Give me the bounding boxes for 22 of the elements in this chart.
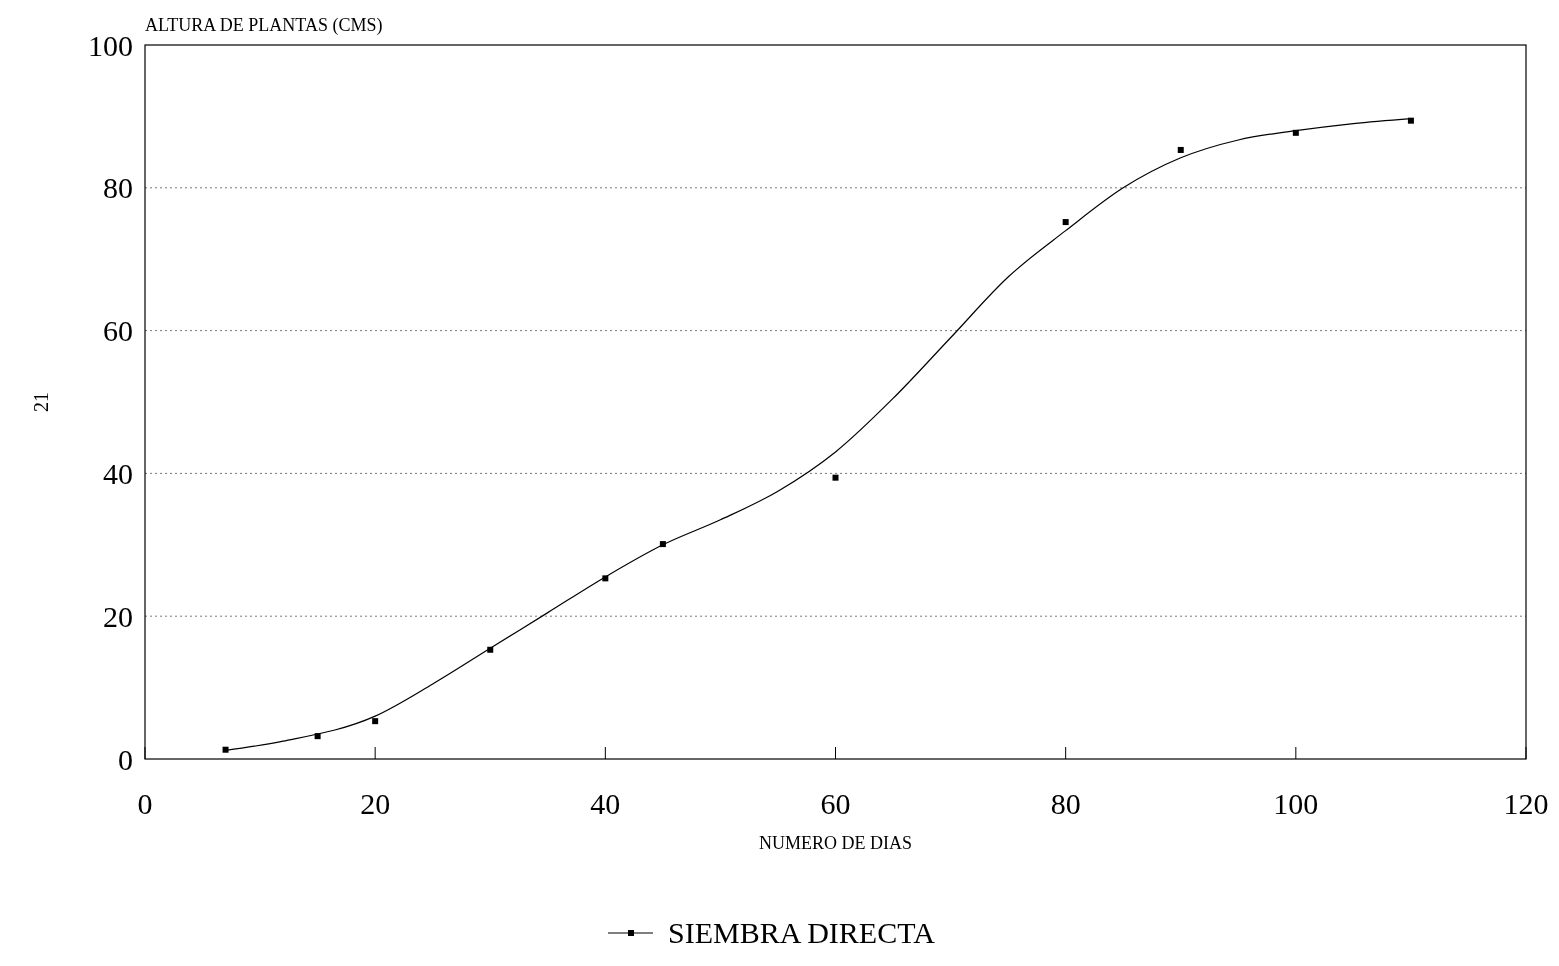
point	[1177, 146, 1184, 153]
point	[1407, 117, 1414, 124]
x-tick-label: 120	[1503, 787, 1549, 820]
x-tick-label: 60	[820, 787, 851, 820]
x-tick-label: 0	[137, 787, 153, 820]
y-tick-label: 40	[103, 456, 133, 490]
y-tick-label: 60	[103, 314, 133, 348]
x-tick-label: 80	[1050, 787, 1081, 820]
y-tick-label: 0	[118, 742, 133, 776]
x-tick-label: 20	[360, 787, 391, 820]
y-tick-label: 100	[88, 28, 133, 62]
y-tick-label: 20	[103, 599, 133, 633]
x-axis-title: NUMERO DE DIAS	[759, 833, 912, 853]
y-axis-title: ALTURA DE PLANTAS (CMS)	[145, 15, 383, 36]
text: 21	[30, 392, 52, 412]
x-tick-label: 100	[1273, 787, 1319, 820]
legend-label: SIEMBRA DIRECTA	[668, 916, 936, 949]
point	[832, 474, 839, 481]
y-tick-label: 80	[103, 171, 133, 205]
point	[1062, 219, 1069, 226]
x-tick-label: 40	[590, 787, 621, 820]
point	[372, 718, 379, 725]
